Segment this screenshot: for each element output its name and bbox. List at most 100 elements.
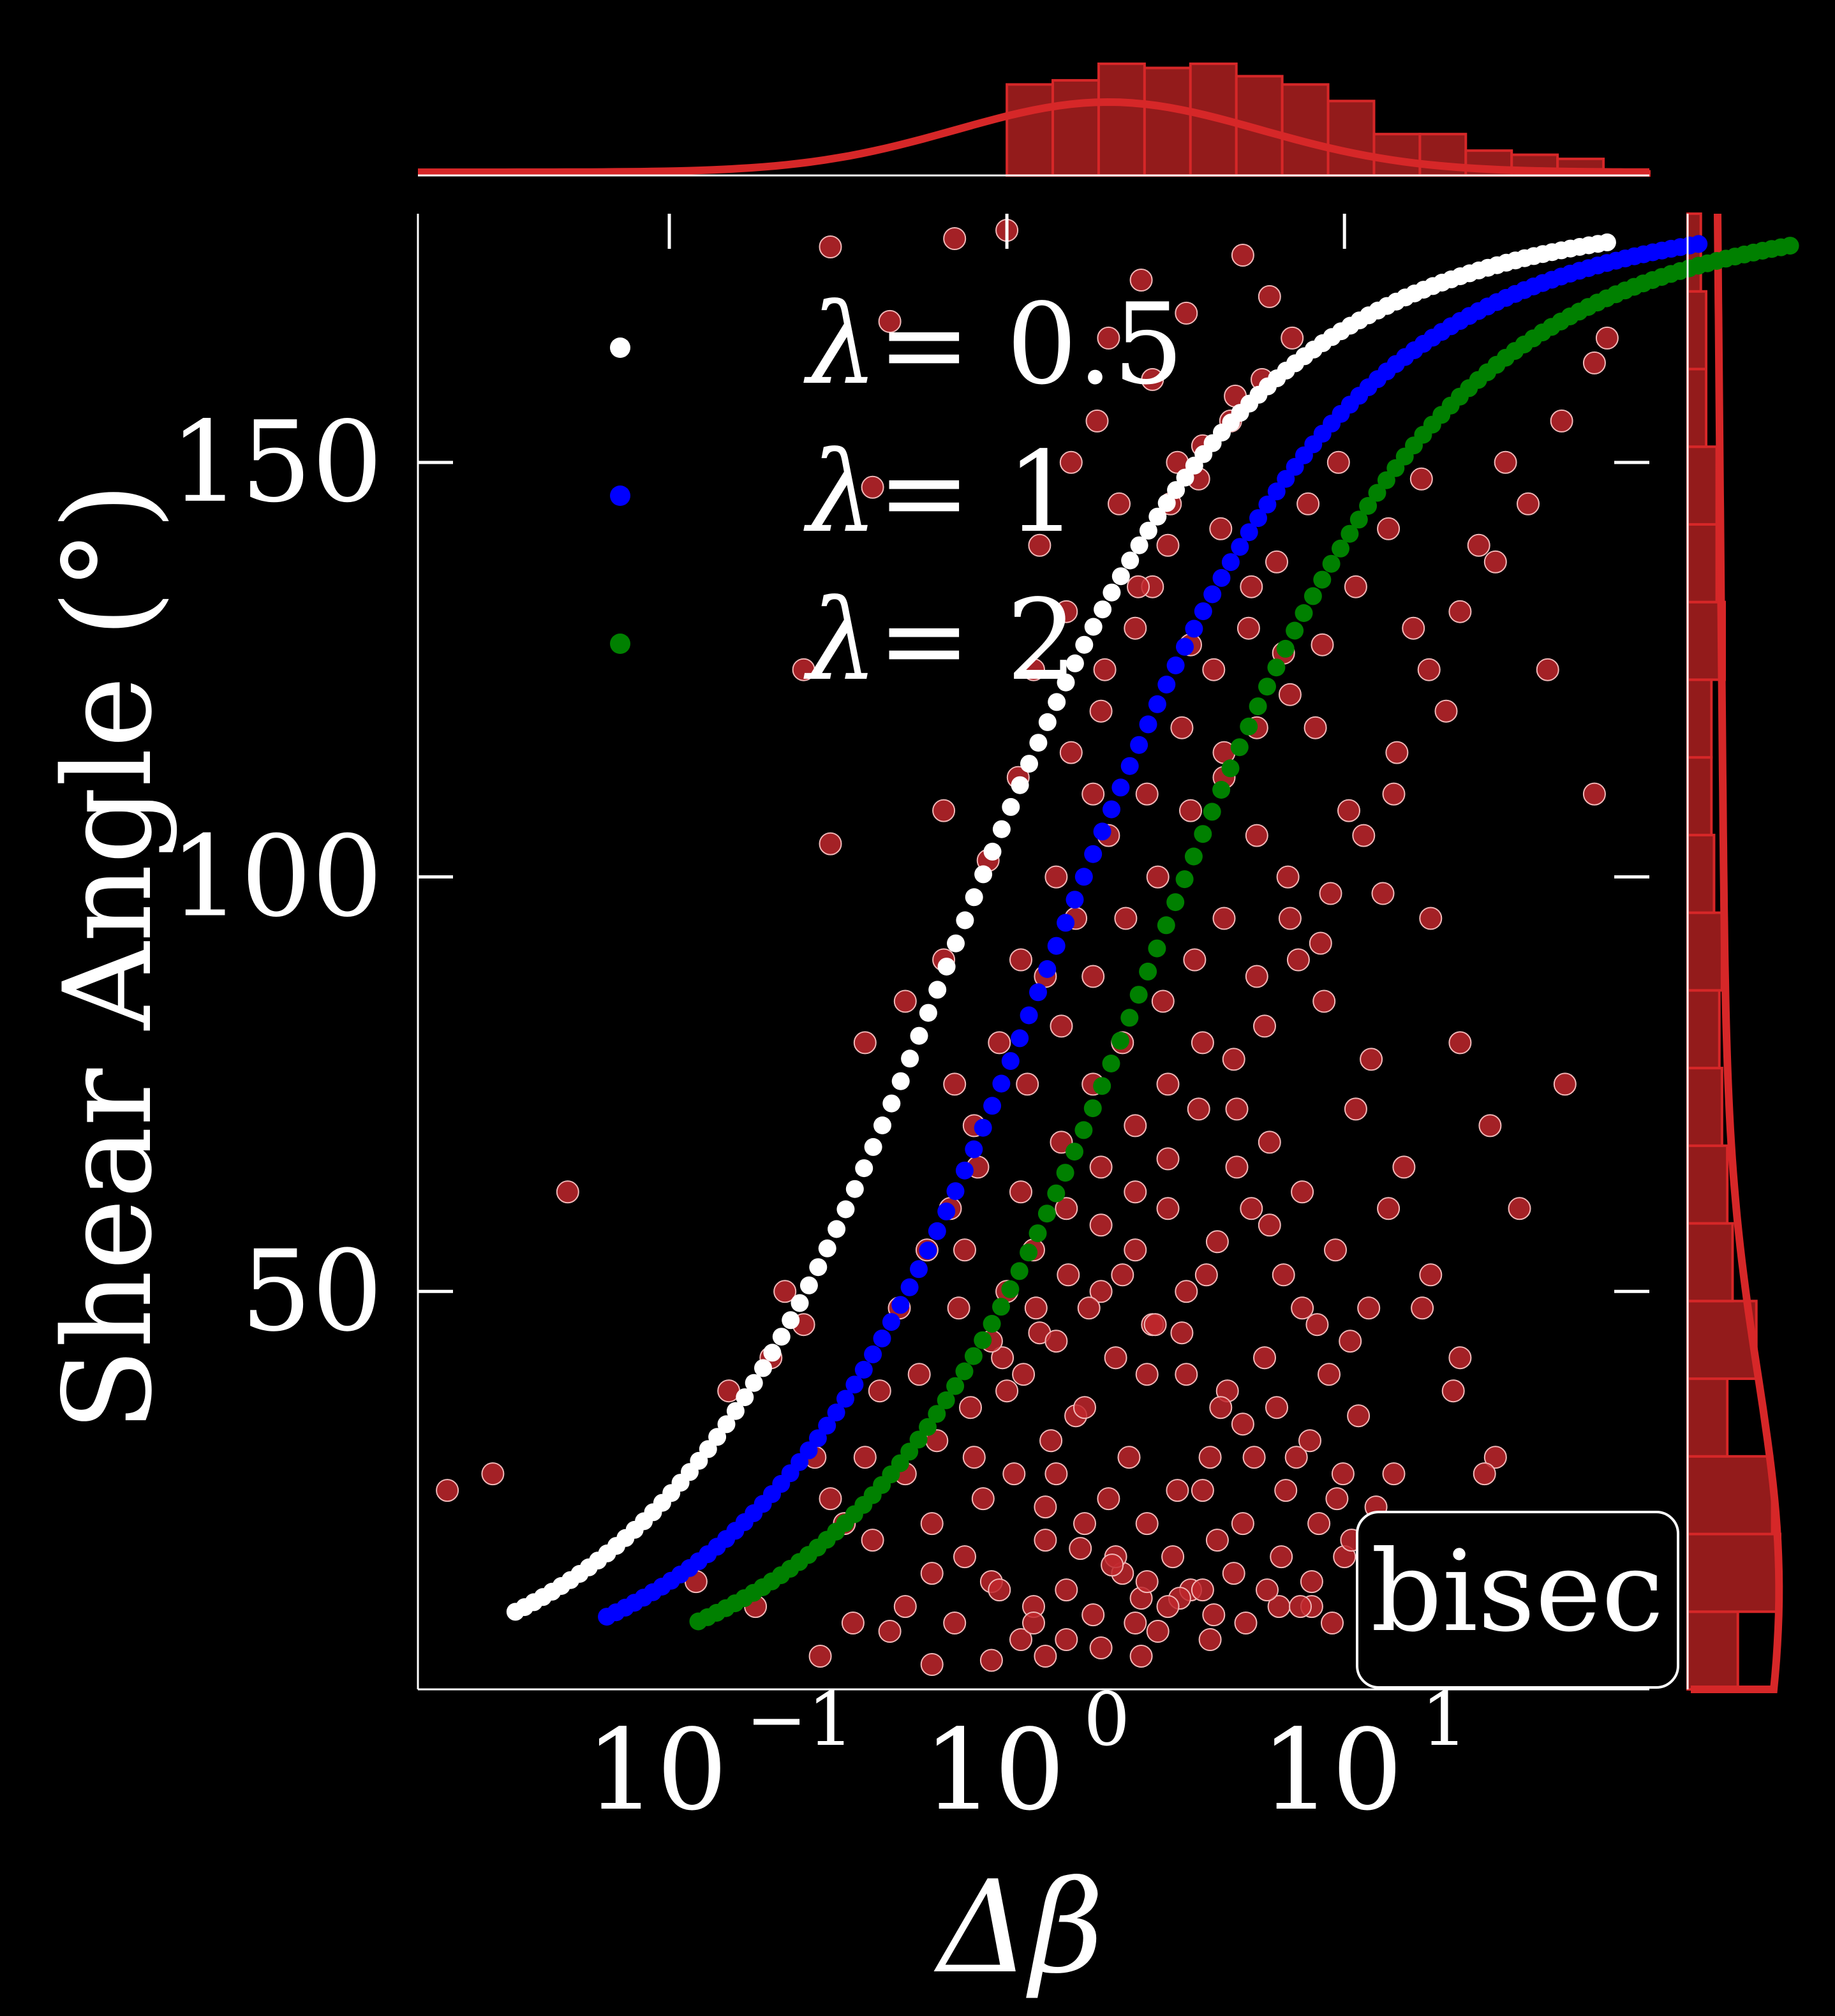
series-point	[947, 934, 965, 952]
legend-label-value: = 0.5	[877, 280, 1184, 410]
scatter-point	[1344, 575, 1367, 598]
series-point	[1120, 1009, 1139, 1027]
series-point	[1066, 654, 1084, 672]
scatter-point	[1467, 533, 1490, 557]
series-point	[1130, 736, 1148, 754]
scatter-point	[1104, 1346, 1127, 1370]
top-density-curve	[418, 98, 1650, 176]
series-point	[1057, 673, 1075, 692]
right-histogram-bar	[1686, 1610, 1739, 1691]
scatter-point	[1284, 1446, 1308, 1469]
scatter-point	[1022, 1612, 1045, 1634]
scatter-point	[1135, 1570, 1159, 1594]
series-point	[1240, 523, 1258, 542]
scatter-point	[1175, 1363, 1198, 1386]
scatter-point	[853, 1446, 877, 1469]
scatter-point	[943, 227, 967, 250]
series-point	[1148, 695, 1166, 713]
right-histogram-bar	[1686, 290, 1707, 371]
scatter-point	[1298, 1429, 1321, 1453]
scatter-point	[819, 1487, 842, 1511]
tick-marks	[418, 214, 1649, 1293]
series-point	[1295, 604, 1313, 622]
scatter-point	[1161, 1545, 1185, 1569]
scatter-point	[1202, 658, 1226, 681]
scatter-point	[1296, 492, 1320, 515]
series-point	[1194, 602, 1212, 621]
series-point	[909, 1430, 928, 1449]
scatter-point	[1135, 1512, 1159, 1536]
scatter-point	[1166, 1479, 1189, 1502]
series-point	[854, 1361, 873, 1379]
series-point	[1120, 757, 1139, 775]
scatter-point	[1258, 1130, 1281, 1154]
series-2	[598, 235, 1708, 1626]
series-point	[1341, 524, 1359, 543]
scatter-point	[988, 1578, 1011, 1602]
scatter-point	[1582, 782, 1606, 806]
scatter-point	[1377, 517, 1400, 540]
scatter-point	[1135, 782, 1159, 806]
top-histogram-bar	[1326, 100, 1376, 177]
series-point	[791, 1294, 809, 1312]
series-point	[836, 1390, 854, 1408]
series-point	[1057, 914, 1075, 932]
scatter-point	[1179, 799, 1202, 822]
series-point	[1249, 697, 1267, 716]
series-point	[1203, 803, 1221, 821]
scatter-point	[868, 1379, 891, 1403]
scatter-point	[1237, 616, 1260, 640]
series-point	[808, 1429, 827, 1448]
right-density-curve	[1691, 213, 1783, 1693]
series-point	[1047, 1184, 1066, 1203]
series-point	[1047, 937, 1066, 955]
series-point	[1066, 891, 1084, 909]
scatter-point	[1448, 1346, 1472, 1370]
scatter-point	[1291, 1180, 1314, 1204]
scatter-point	[1069, 1537, 1092, 1560]
scatter-point	[1034, 1645, 1057, 1668]
scatter-point	[1231, 1512, 1254, 1536]
scatter-point	[1309, 931, 1332, 955]
scatter-point	[1034, 1495, 1057, 1519]
series-point	[900, 1442, 919, 1461]
scatter-point	[1550, 409, 1573, 433]
series-point	[937, 1202, 956, 1220]
series-point	[1139, 521, 1157, 540]
series-point	[1359, 497, 1378, 515]
scatter-point	[1377, 1197, 1400, 1220]
scatter-point	[1034, 1529, 1057, 1552]
top-histogram-bar	[1051, 78, 1100, 177]
top-histogram-bar	[1281, 83, 1330, 177]
scatter-point	[1245, 824, 1268, 847]
series-point	[1020, 1243, 1038, 1262]
scatter-point	[1156, 533, 1180, 557]
scatter-point	[988, 1031, 1011, 1055]
series-point	[882, 1094, 901, 1113]
scatter-point	[893, 1595, 917, 1619]
scatter-point	[1478, 1114, 1502, 1138]
scatter-point	[1002, 1462, 1026, 1486]
series-point	[1083, 1099, 1102, 1118]
scatter-point	[1483, 1446, 1507, 1469]
series-point	[983, 1097, 1002, 1115]
scatter-point	[773, 1280, 797, 1303]
scatter-point	[1191, 1479, 1214, 1502]
scatter-point	[436, 1479, 459, 1502]
series-point	[964, 1347, 983, 1365]
series-point	[1194, 825, 1212, 843]
scatter-point	[1357, 1296, 1381, 1320]
scatter-point	[1305, 1313, 1329, 1337]
series-point	[955, 1161, 974, 1180]
series-point	[1002, 797, 1020, 816]
series-point	[1286, 621, 1304, 640]
series-point	[1249, 509, 1267, 528]
scatter-point	[1114, 907, 1138, 930]
scatter-point	[1536, 658, 1559, 681]
scatter-point	[947, 1296, 970, 1320]
scatter-point	[1258, 1213, 1281, 1237]
scatter-point	[1141, 367, 1164, 391]
scatter-point	[1222, 1562, 1245, 1585]
series-point	[763, 1344, 782, 1362]
